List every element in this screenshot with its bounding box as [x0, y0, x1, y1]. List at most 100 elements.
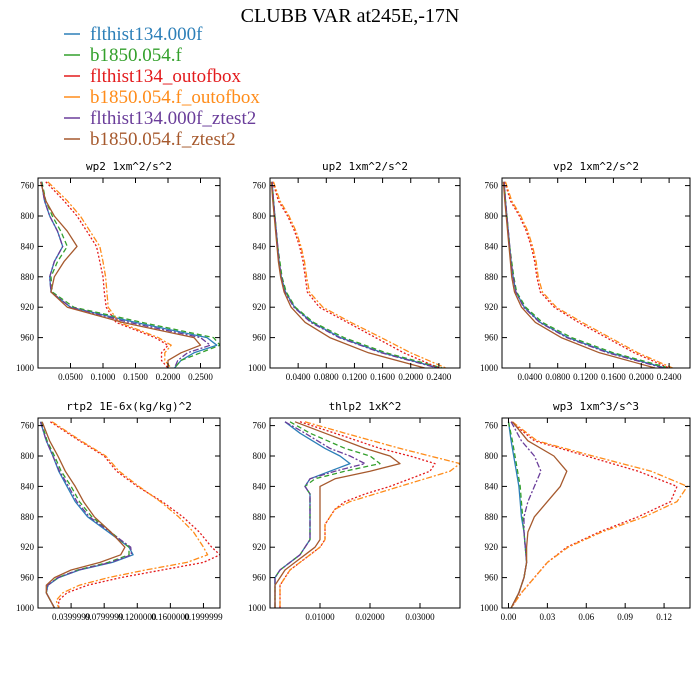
y-tick-label: 800 [21, 451, 35, 461]
y-tick-label: 760 [21, 181, 35, 191]
series-line [510, 421, 689, 608]
legend-label: flthist134_outofbox [90, 66, 241, 87]
series-line [272, 181, 447, 368]
y-tick-label: 1000 [480, 603, 499, 613]
y-tick-label: 800 [485, 451, 499, 461]
chart-panel: rtp2 1E-6x(kg/kg)^2 760 800 840 880 920 960 100… [16, 400, 223, 622]
legend-label: flthist134.000f [90, 24, 203, 45]
y-tick-label: 760 [21, 421, 35, 431]
series-line [272, 181, 440, 368]
y-tick-label: 840 [485, 481, 499, 491]
y-tick-label: 960 [21, 573, 35, 583]
plot-frame [37, 177, 221, 369]
y-tick-label: 880 [485, 272, 499, 282]
plot-frame [501, 177, 691, 369]
y-tick-label: 1000 [480, 363, 499, 373]
x-tick-label: 0.2000 [398, 372, 423, 382]
series-line [274, 421, 351, 608]
x-tick-label: 0.0800 [314, 372, 339, 382]
series-line [40, 181, 218, 368]
x-tick-label: 0.12 [656, 612, 672, 622]
legend-entry: b1850.054.f [64, 45, 183, 66]
y-tick-label: 840 [21, 241, 35, 251]
series-line [271, 181, 438, 368]
series-line [39, 421, 133, 608]
y-tick-label: 960 [253, 333, 267, 343]
panel-title: wp3 1xm^3/s^3 [553, 400, 639, 413]
y-tick-label: 760 [485, 421, 499, 431]
panels: wp2 1xm^2/s^2 760 800 840 880 920 960 1000 0.050… [16, 160, 691, 622]
x-tick-label: 0.1600000 [151, 612, 190, 622]
y-tick-label: 800 [253, 451, 267, 461]
x-tick-label: 0.1000 [91, 372, 116, 382]
plot-frame [269, 417, 461, 609]
series-group [39, 421, 220, 608]
legend-label: b1850.054.f [90, 45, 183, 66]
y-tick-label: 880 [21, 272, 35, 282]
y-tick-label: 920 [21, 302, 35, 312]
y-tick-label: 840 [485, 241, 499, 251]
series-line [39, 181, 202, 368]
y-tick-label: 880 [253, 272, 267, 282]
y-tick-label: 960 [21, 333, 35, 343]
legend-entry: flthist134_outofbox [64, 66, 241, 87]
legend-entry: b1850.054.f_outofbox [64, 87, 260, 108]
series-line [40, 181, 211, 368]
series-line [504, 181, 673, 368]
x-tick-label: 0.1600 [370, 372, 395, 382]
panel-title: up2 1xm^2/s^2 [322, 160, 408, 173]
plot-frame [37, 417, 221, 609]
x-tick-label: 0.2400 [657, 372, 682, 382]
y-tick-label: 920 [253, 542, 267, 552]
legend-entry: flthist134.000f [64, 24, 203, 45]
x-tick-label: 0.1200 [573, 372, 598, 382]
series-line [271, 181, 440, 368]
series-line [45, 181, 169, 368]
x-tick-label: 0.1500 [123, 372, 148, 382]
plot-frame [501, 417, 691, 609]
panel-title: thlp2 1xK^2 [329, 400, 402, 413]
y-tick-label: 960 [253, 573, 267, 583]
x-tick-label: 0.1200000 [118, 612, 157, 622]
legend-entry: b1850.054.f_ztest2 [64, 129, 236, 150]
y-tick-label: 920 [253, 302, 267, 312]
x-tick-label: 0.2000 [156, 372, 181, 382]
legend: flthist134.000fb1850.054.fflthist134_out… [64, 24, 260, 150]
x-tick-label: 0.0500 [58, 372, 83, 382]
y-tick-label: 1000 [248, 603, 267, 613]
series-line [40, 421, 130, 608]
y-tick-label: 920 [485, 542, 499, 552]
series-line [279, 421, 436, 608]
series-line [41, 181, 220, 368]
panel-title: vp2 1xm^2/s^2 [553, 160, 639, 173]
y-tick-label: 760 [253, 421, 267, 431]
y-tick-label: 920 [485, 302, 499, 312]
legend-label: b1850.054.f_outofbox [90, 87, 260, 108]
series-line [503, 181, 666, 368]
y-tick-label: 920 [21, 542, 35, 552]
panel-title: wp2 1xm^2/s^2 [86, 160, 172, 173]
legend-label: flthist134.000f_ztest2 [90, 108, 256, 129]
series-line [504, 181, 670, 368]
panel-title: rtp2 1E-6x(kg/kg)^2 [66, 400, 192, 413]
legend-label: b1850.054.f_ztest2 [90, 129, 236, 150]
series-line [274, 421, 381, 608]
chart-panel: up2 1xm^2/s^2 760 800 840 880 920 960 1000 0.040… [248, 160, 461, 382]
y-tick-label: 840 [21, 481, 35, 491]
legend-entry: flthist134.000f_ztest2 [64, 108, 256, 129]
y-tick-label: 880 [253, 512, 267, 522]
x-tick-label: 0.02000 [355, 612, 385, 622]
y-tick-label: 1000 [16, 603, 35, 613]
x-tick-label: 0.03 [540, 612, 556, 622]
x-tick-label: 0.01000 [305, 612, 335, 622]
chart-panel: vp2 1xm^2/s^2 760 800 840 880 920 960 1000 0.040… [480, 160, 691, 382]
x-tick-label: 0.2000 [629, 372, 654, 382]
series-line [510, 421, 568, 608]
y-tick-label: 1000 [248, 363, 267, 373]
y-tick-label: 1000 [16, 363, 35, 373]
x-tick-label: 0.00 [501, 612, 517, 622]
x-tick-label: 0.09 [617, 612, 633, 622]
series-line [503, 181, 664, 368]
y-tick-label: 760 [253, 181, 267, 191]
series-line [41, 421, 126, 608]
